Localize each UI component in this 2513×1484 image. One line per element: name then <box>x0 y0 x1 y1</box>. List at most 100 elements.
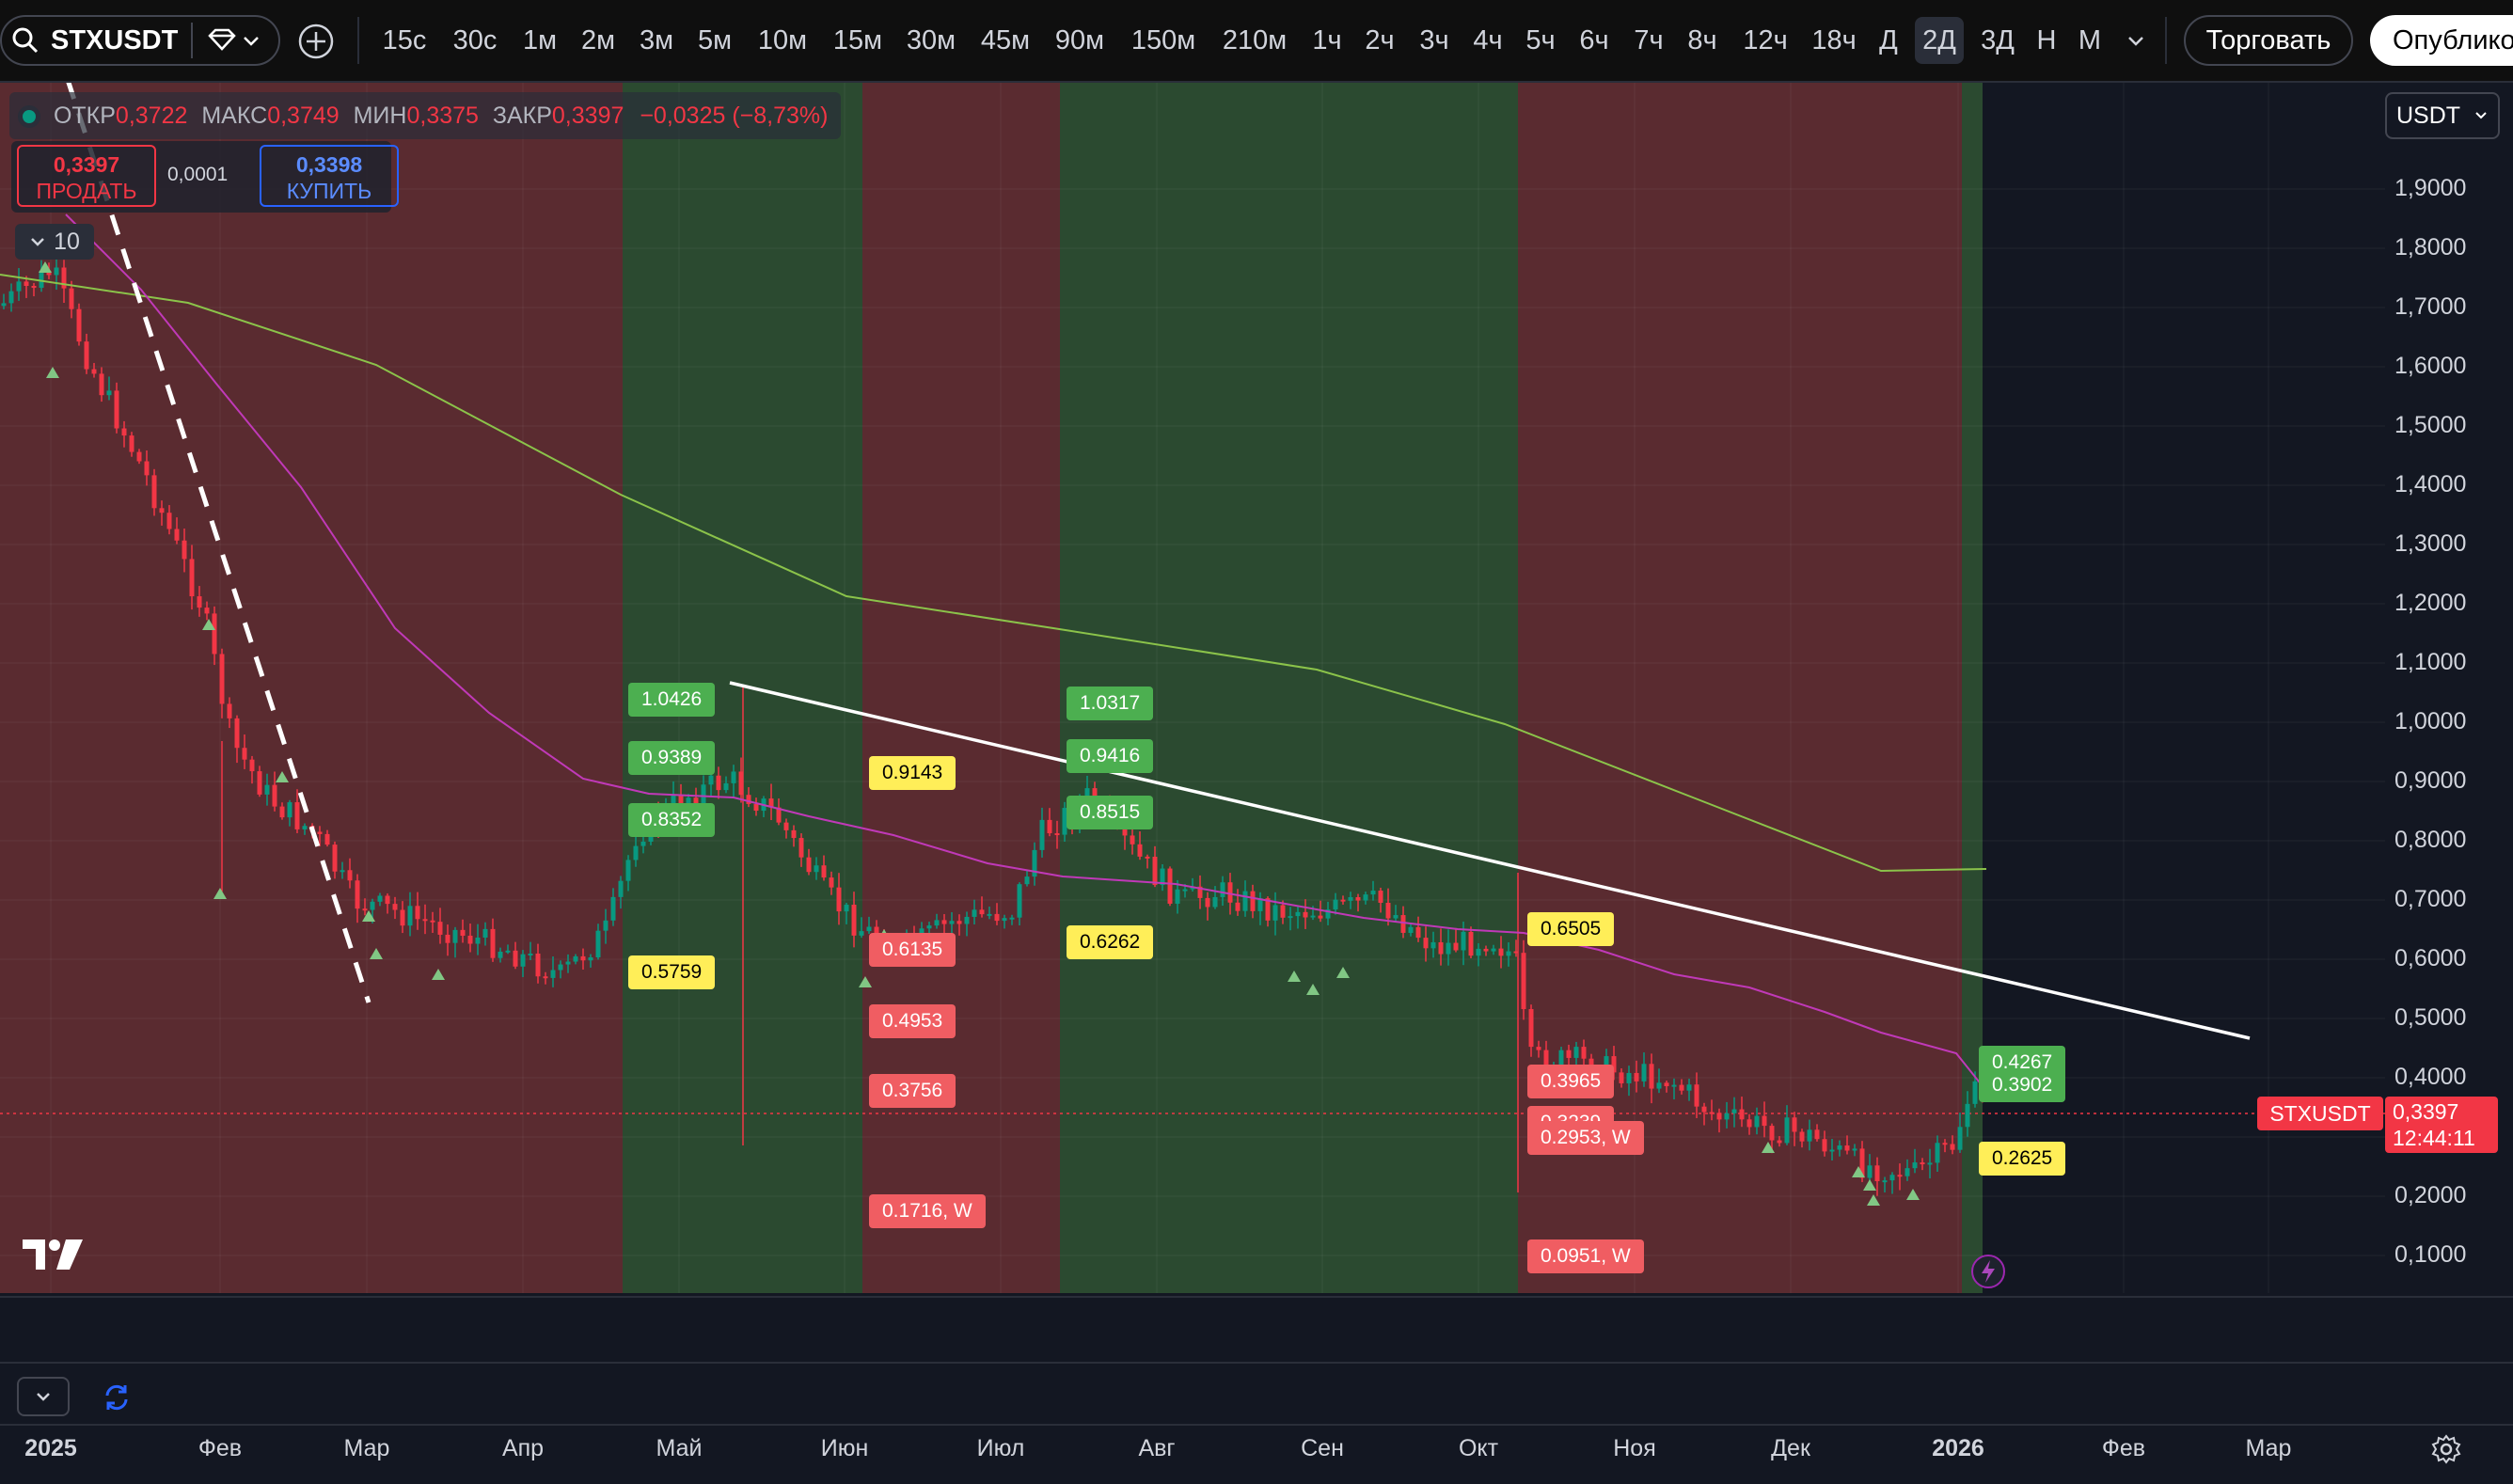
candle-body <box>498 951 503 958</box>
label-resistance: 0.9416 <box>1067 739 1154 773</box>
timeframe-13[interactable]: 1ч <box>1312 25 1342 55</box>
timeframe-0[interactable]: 15с <box>382 25 427 55</box>
candle-body <box>520 954 526 967</box>
add-compare-icon[interactable] <box>297 23 335 60</box>
candle-body <box>1619 1072 1624 1083</box>
price-axis[interactable] <box>2385 83 2513 1296</box>
candle-body <box>1468 931 1474 956</box>
candle-body <box>1566 1050 1572 1058</box>
candle-body <box>317 831 323 834</box>
timeframe-2[interactable]: 1м <box>522 25 558 55</box>
candle-body <box>708 775 714 785</box>
timeframe-17[interactable]: 5ч <box>1525 25 1556 55</box>
timeframe-11[interactable]: 150м <box>1130 25 1196 55</box>
timeframe-27[interactable]: М <box>2078 25 2102 55</box>
candle-body <box>1461 931 1466 951</box>
price-axis-label: 1,5000 <box>2394 412 2467 438</box>
timeframe-22[interactable]: 18ч <box>1811 25 1857 55</box>
timeframe-3[interactable]: 2м <box>580 25 616 55</box>
candle-body <box>1754 1115 1760 1128</box>
sell-button[interactable]: 0,3397 ПРОДАТЬ <box>17 145 156 207</box>
flash-icon[interactable] <box>1969 1253 2007 1290</box>
candle-body <box>234 718 240 749</box>
timeframe-8[interactable]: 30м <box>906 25 956 55</box>
candle-body <box>1807 1129 1812 1142</box>
buy-button[interactable]: 0,3398 КУПИТЬ <box>260 145 399 207</box>
candle-body <box>1295 911 1301 917</box>
candle-body <box>851 905 857 936</box>
ma-green-line <box>0 274 1987 873</box>
publish-button[interactable]: Опубликовать <box>2370 15 2513 66</box>
timeframe-10[interactable]: 90м <box>1054 25 1105 55</box>
price-chart[interactable] <box>0 83 2385 1296</box>
candle-body <box>1423 938 1429 949</box>
price-axis-label: 1,9000 <box>2394 175 2467 201</box>
candle-body <box>964 916 970 924</box>
candle-body <box>39 271 44 289</box>
timeframe-14[interactable]: 2ч <box>1365 25 1395 55</box>
candle-body <box>460 929 466 936</box>
symbol-name: STXUSDT <box>51 24 179 55</box>
collapse-pane-button[interactable] <box>17 1377 70 1416</box>
candle-body <box>1303 911 1308 918</box>
open-value: 0,3722 <box>115 103 188 129</box>
candle-body <box>513 950 518 967</box>
candle-body <box>768 798 774 808</box>
timeframe-15[interactable]: 3ч <box>1419 25 1449 55</box>
time-axis-label: Ноя <box>1613 1435 1656 1461</box>
candle-body <box>272 784 277 807</box>
refresh-icon[interactable] <box>100 1381 134 1414</box>
candle-body <box>1235 902 1241 911</box>
candle-body <box>227 703 232 718</box>
candle-body <box>972 909 977 917</box>
candle-body <box>558 964 563 971</box>
settings-gear-icon[interactable] <box>2430 1433 2462 1465</box>
candle-body <box>242 748 247 760</box>
low-value: 0,3375 <box>406 103 479 129</box>
timeframe-7[interactable]: 15м <box>832 25 883 55</box>
timeframe-12[interactable]: 210м <box>1222 25 1288 55</box>
trendline-white <box>729 681 2251 1040</box>
chevron-down-icon[interactable] <box>242 31 261 50</box>
label-pivot: 0.2625 <box>1979 1142 2066 1176</box>
trade-button[interactable]: Торговать <box>2184 15 2353 66</box>
candle-body <box>1739 1109 1745 1120</box>
timeframe-23[interactable]: Д <box>1879 25 1898 55</box>
timeframe-21[interactable]: 12ч <box>1743 25 1788 55</box>
candle-body <box>362 908 368 911</box>
divider <box>357 17 359 64</box>
candle-body <box>1250 891 1256 911</box>
timeframe-26[interactable]: Н <box>2036 25 2057 55</box>
currency-select[interactable]: USDT <box>2385 92 2500 139</box>
timeframe-19[interactable]: 7ч <box>1634 25 1664 55</box>
bottom-area <box>0 1296 2513 1484</box>
chart-pane[interactable]: 1.0426 0.9389 0.8352 0.5759 0.9143 0.613… <box>0 83 2385 1296</box>
sell-price: 0,3397 <box>53 152 120 177</box>
timeframe-1[interactable]: 30с <box>452 25 498 55</box>
candle-body <box>340 870 345 873</box>
timeframe-24[interactable]: 2Д <box>1915 17 1964 64</box>
timeframe-25[interactable]: 3Д <box>1981 25 2015 55</box>
symbol-search[interactable]: STXUSDT <box>0 15 280 66</box>
candle-body <box>1694 1084 1699 1107</box>
grid <box>0 83 2385 1293</box>
chevron-down-icon[interactable] <box>2126 30 2146 51</box>
quick-trade-panel <box>11 141 391 213</box>
candle-body <box>1175 889 1180 904</box>
timeframe-20[interactable]: 8ч <box>1687 25 1717 55</box>
indicators-toggle[interactable]: 10 <box>15 224 94 260</box>
tradingview-logo[interactable] <box>21 1236 87 1273</box>
timeframe-18[interactable]: 6ч <box>1579 25 1609 55</box>
candle-body <box>821 865 827 878</box>
last-price-tag: 0,3397 12:44:11 <box>2385 1097 2498 1153</box>
low-label: МИН <box>353 103 407 129</box>
timeframe-16[interactable]: 4ч <box>1473 25 1503 55</box>
candle-body <box>1257 898 1263 911</box>
diamond-icon[interactable] <box>204 26 242 55</box>
timeframe-6[interactable]: 10м <box>757 25 808 55</box>
timeframe-5[interactable]: 5м <box>697 25 733 55</box>
timeframe-4[interactable]: 3м <box>639 25 674 55</box>
label-pivot: 0.6262 <box>1067 925 1154 959</box>
chevron-down-icon <box>2475 112 2487 119</box>
timeframe-9[interactable]: 45м <box>980 25 1031 55</box>
